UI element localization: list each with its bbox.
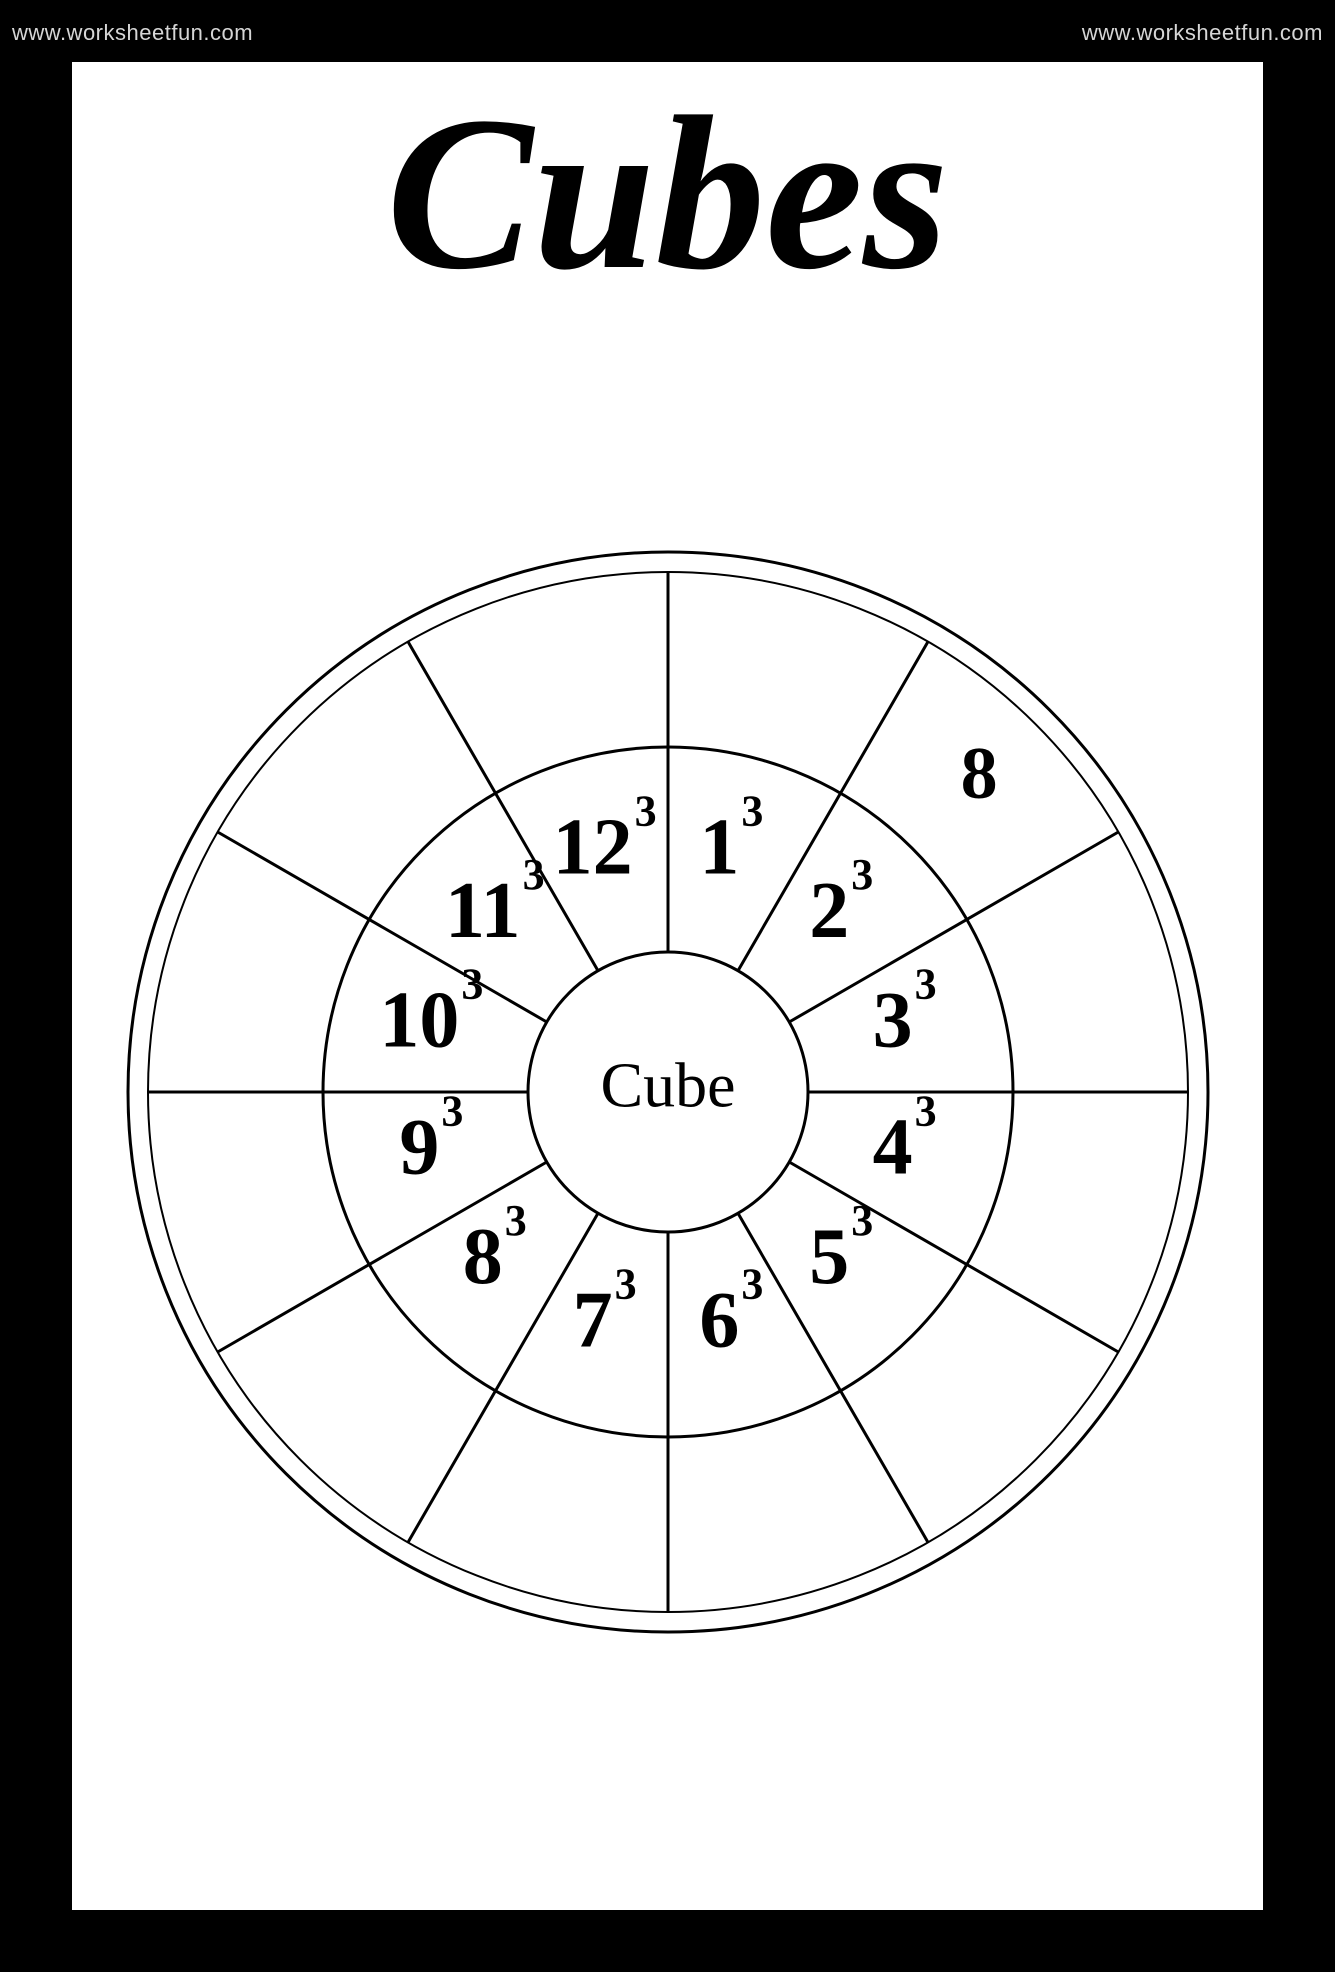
cube-wheel: 1323334353637383931031131238Cube — [108, 532, 1228, 1652]
page-title: Cubes — [72, 72, 1263, 314]
cube-cell-10: 103 — [379, 960, 483, 1065]
watermark-left: www.worksheetfun.com — [12, 20, 253, 46]
cube-cell-9: 93 — [399, 1087, 463, 1192]
cube-cell-6: 63 — [699, 1260, 763, 1365]
worksheet-sheet: Cubes 1323334353637383931031131238Cube — [60, 50, 1275, 1922]
cube-cell-7: 73 — [572, 1260, 636, 1365]
stage: www.worksheetfun.com www.worksheetfun.co… — [0, 0, 1335, 1972]
cube-cell-11: 113 — [444, 850, 544, 955]
wheel-svg: 1323334353637383931031131238Cube — [108, 532, 1228, 1652]
header-bar: www.worksheetfun.com www.worksheetfun.co… — [0, 0, 1335, 50]
cube-cell-8: 83 — [462, 1196, 526, 1301]
watermark-right: www.worksheetfun.com — [1082, 20, 1323, 46]
cube-cell-2: 23 — [809, 850, 873, 955]
cube-cell-1: 13 — [699, 786, 763, 891]
cube-cell-12: 123 — [552, 786, 656, 891]
wheel-center-label: Cube — [600, 1050, 735, 1121]
answer-cell-2: 8 — [960, 733, 997, 815]
cube-cell-3: 33 — [872, 960, 936, 1065]
cube-cell-5: 53 — [809, 1196, 873, 1301]
cube-cell-4: 43 — [872, 1087, 936, 1192]
